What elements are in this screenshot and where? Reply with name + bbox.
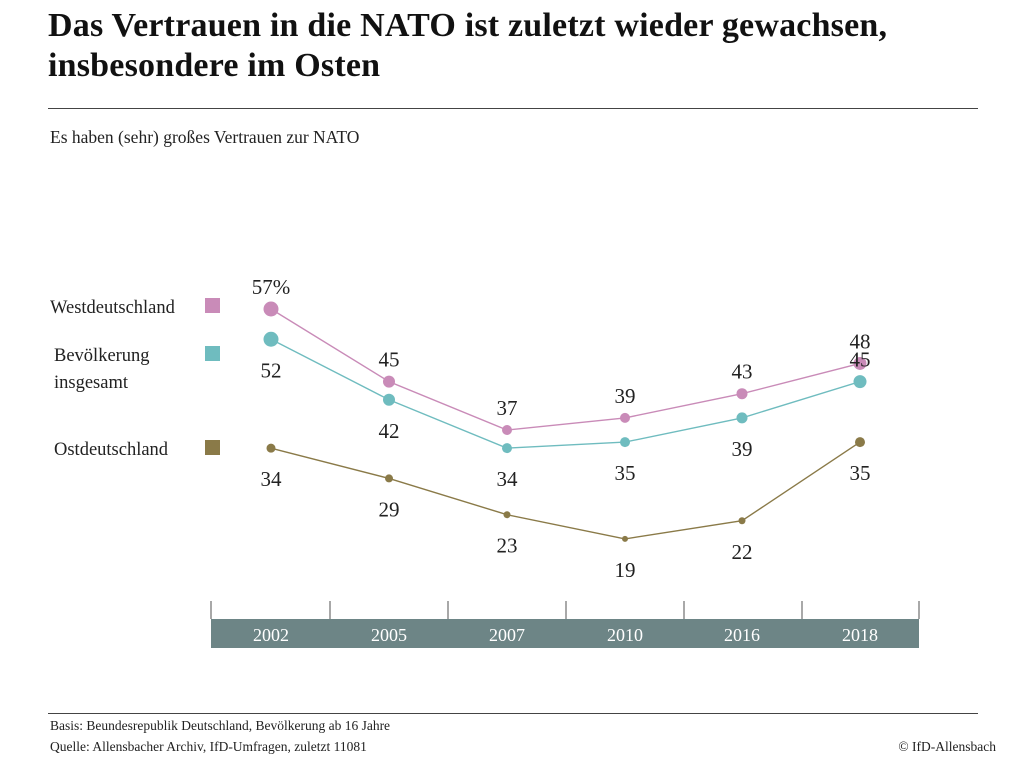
data-label-total-2018: 45 (850, 348, 871, 372)
data-point-west-2005 (383, 375, 395, 388)
data-label-east-2005: 29 (379, 497, 400, 521)
data-point-east-2016 (738, 517, 746, 525)
data-label-total-2007: 34 (497, 467, 519, 491)
legend-label-total-1: insgesamt (54, 373, 129, 393)
data-point-west-2010 (620, 412, 630, 423)
data-point-east-2005 (385, 474, 393, 483)
footer-divider (48, 713, 978, 714)
data-point-west-2018 (853, 356, 867, 370)
data-label-total-2005: 42 (379, 419, 400, 443)
data-point-east-2018 (855, 437, 865, 448)
data-point-total-2002 (263, 331, 279, 347)
legend-label-total-0: Bevölkerung (54, 346, 150, 366)
data-point-east-2007 (503, 511, 511, 519)
x-axis-band (211, 619, 919, 648)
footer-copyright: © IfD-Allensbach (898, 739, 996, 754)
x-tick-label-2007: 2007 (489, 625, 525, 645)
data-label-west-2018: 48 (850, 329, 871, 353)
data-point-west-2007 (502, 425, 512, 435)
x-tick-label-2005: 2005 (371, 625, 407, 645)
title-divider (48, 108, 978, 109)
data-label-total-2010: 35 (615, 461, 636, 485)
data-label-west-2010: 39 (615, 384, 636, 408)
legend-label-west: Westdeutschland (50, 298, 176, 318)
legend-marker-total (205, 346, 220, 361)
series-line-east (270, 441, 861, 540)
chart-title: Das Vertrauen in die NATO ist zuletzt wi… (48, 7, 888, 84)
legend-marker-east (205, 440, 220, 455)
footer-basis: Basis: Beundesrepublik Deutschland, Bevö… (50, 718, 391, 733)
x-tick-label-2016: 2016 (724, 625, 760, 645)
data-point-total-2016 (736, 412, 748, 424)
data-point-west-2016 (736, 388, 748, 400)
x-tick-label-2002: 2002 (253, 625, 289, 645)
legend-label-east: Ostdeutschland (54, 440, 169, 460)
data-label-total-2002: 52 (261, 358, 282, 382)
data-label-west-2005: 45 (379, 348, 400, 372)
data-point-east-2002 (266, 443, 276, 453)
data-label-west-2002: 57% (252, 275, 291, 299)
data-label-west-2007: 37 (497, 396, 518, 420)
x-tick-label-2018: 2018 (842, 625, 878, 645)
data-label-east-2010: 19 (615, 558, 636, 582)
series-line-west (270, 308, 861, 431)
data-point-west-2002 (263, 301, 279, 317)
chart-subtitle: Es haben (sehr) großes Vertrauen zur NAT… (50, 127, 360, 147)
data-point-total-2010 (620, 437, 630, 448)
data-point-east-2010 (622, 535, 628, 542)
data-label-east-2018: 35 (850, 461, 871, 485)
series-line-total (270, 338, 861, 449)
data-label-east-2016: 22 (732, 540, 753, 564)
data-label-east-2002: 34 (261, 467, 283, 491)
data-label-east-2007: 23 (497, 534, 518, 558)
x-tick-label-2010: 2010 (607, 625, 643, 645)
data-point-total-2018 (853, 375, 867, 389)
data-label-west-2016: 43 (732, 360, 753, 384)
legend-marker-west (205, 298, 220, 313)
data-label-total-2016: 39 (732, 437, 753, 461)
footer-source: Quelle: Allensbacher Archiv, IfD-Umfrage… (50, 739, 367, 754)
data-point-total-2007 (502, 443, 512, 454)
data-point-total-2005 (383, 393, 395, 406)
